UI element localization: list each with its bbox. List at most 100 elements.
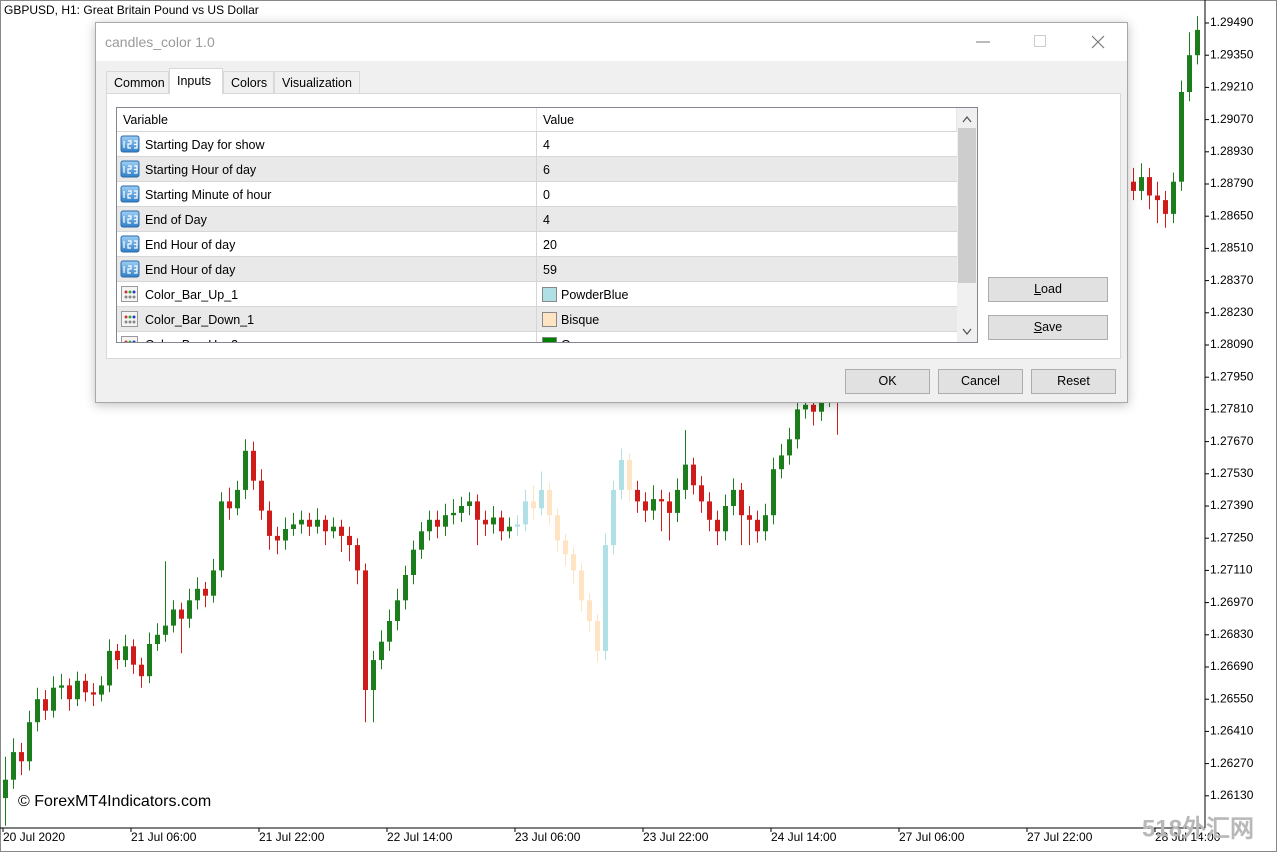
- variable-name: End Hour of day: [145, 263, 236, 277]
- inputs-table: Variable Value Starting Day for show 4 Sta…: [116, 107, 978, 343]
- candle-body: [515, 524, 520, 527]
- column-header[interactable]: Variable: [117, 108, 537, 131]
- tab[interactable]: Common: [106, 71, 169, 93]
- row[interactable]: Color_Bar_Down_1 Bisque: [117, 306, 957, 332]
- candle-body: [571, 554, 576, 571]
- y-tick-label: 1.29490: [1210, 15, 1254, 29]
- y-tick-label: 1.28090: [1210, 337, 1254, 351]
- x-tick-label: 20 Jul 2020: [3, 830, 65, 844]
- y-tick-label: 1.27390: [1210, 498, 1254, 512]
- candle-body: [1187, 55, 1192, 92]
- cancel-button[interactable]: Cancel: [938, 369, 1023, 394]
- cell-divider: [536, 282, 537, 307]
- row[interactable]: Starting Hour of day 6: [117, 156, 957, 182]
- tab[interactable]: Inputs: [169, 68, 223, 94]
- candle-body: [187, 600, 192, 619]
- y-tick-label: 1.26410: [1210, 724, 1254, 738]
- y-tick-label: 1.27810: [1210, 402, 1254, 416]
- candle-body: [547, 489, 552, 516]
- maximize[interactable]: [1034, 35, 1046, 47]
- column-header[interactable]: Value: [537, 108, 957, 131]
- candle-body: [467, 501, 472, 506]
- candle-body: [35, 699, 40, 723]
- y-tick-label: 1.28230: [1210, 305, 1254, 319]
- candle-body: [603, 545, 608, 651]
- row[interactable]: End of Day 4: [117, 206, 957, 232]
- y-tick-label: 1.28790: [1210, 176, 1254, 190]
- site-mark: 518外汇网: [1142, 814, 1254, 842]
- candle-body: [1195, 29, 1200, 56]
- candle-body: [1163, 200, 1168, 214]
- candle-body: [443, 515, 448, 527]
- color-swatch: [542, 312, 557, 327]
- tab[interactable]: Visualization: [274, 71, 360, 93]
- reset-button[interactable]: Reset: [1031, 369, 1116, 394]
- load-button[interactable]: Load: [988, 277, 1108, 302]
- scroll-up[interactable]: [962, 115, 972, 123]
- candle-body: [43, 699, 48, 711]
- candle-body: [19, 752, 24, 762]
- row[interactable]: Color_Bar_Up_2 Green: [117, 331, 957, 342]
- candle-body: [235, 489, 240, 509]
- title-bar: [96, 23, 1127, 61]
- y-tick-label: 1.28930: [1210, 144, 1254, 158]
- candle-body: [1131, 181, 1136, 191]
- candle-body: [803, 404, 808, 410]
- y-tick-label: 1.26130: [1210, 788, 1254, 802]
- row[interactable]: End Hour of day 59: [117, 256, 957, 282]
- candle-body: [731, 489, 736, 506]
- candle-body: [67, 685, 72, 700]
- candle-body: [379, 641, 384, 661]
- row[interactable]: Color_Bar_Up_1 PowderBlue: [117, 281, 957, 307]
- color-icon: [121, 336, 138, 342]
- x-tick-label: 22 Jul 14:00: [387, 830, 453, 844]
- y-tick-label: 1.26550: [1210, 691, 1254, 705]
- candle-body: [3, 779, 8, 799]
- candle-body: [115, 650, 120, 661]
- y-tick-label: 1.27110: [1210, 563, 1253, 577]
- cell-divider: [536, 132, 537, 157]
- candle-body: [267, 510, 272, 536]
- candle-body: [595, 621, 600, 651]
- cell-divider: [536, 232, 537, 257]
- candle-body: [1155, 195, 1160, 201]
- watermark: © ForexMT4Indicators.com: [18, 793, 211, 810]
- row[interactable]: Starting Minute of hour 0: [117, 181, 957, 207]
- candle-body: [171, 609, 176, 626]
- candle-body: [315, 519, 320, 527]
- save-button[interactable]: Save: [988, 315, 1108, 340]
- candle-body: [27, 722, 32, 762]
- candle-body: [579, 570, 584, 601]
- variable-name: End of Day: [145, 213, 207, 227]
- scroll-down[interactable]: [962, 328, 972, 336]
- variable-name: Starting Minute of hour: [145, 188, 272, 202]
- tab[interactable]: Colors: [223, 71, 274, 93]
- cell-divider: [536, 307, 537, 332]
- variable-value: PowderBlue: [561, 288, 629, 302]
- scroll-thumb[interactable]: [958, 128, 976, 283]
- candle-body: [811, 404, 816, 412]
- row[interactable]: Starting Day for show 4: [117, 131, 957, 157]
- variable-value: Bisque: [561, 313, 600, 327]
- candle-body: [723, 506, 728, 532]
- ok-button[interactable]: OK: [845, 369, 930, 394]
- x-tick-label: 27 Jul 22:00: [1027, 830, 1093, 844]
- candle-body: [155, 634, 160, 644]
- x-tick-label: 24 Jul 14:00: [771, 830, 837, 844]
- candle-body: [403, 575, 408, 601]
- candle-body: [619, 460, 624, 490]
- candle-body: [147, 644, 152, 677]
- candle-body: [283, 529, 288, 541]
- variable-name: End Hour of day: [145, 238, 236, 252]
- chart-header: GBPUSD, H1: Great Britain Pound vs US Do…: [4, 3, 259, 17]
- candle-body: [347, 535, 352, 546]
- row[interactable]: End Hour of day 20: [117, 231, 957, 257]
- scrollbar[interactable]: [957, 108, 977, 342]
- color-icon: [121, 286, 138, 302]
- cell-divider: [536, 257, 537, 282]
- int-icon: [120, 235, 140, 253]
- variable-value: 0: [543, 188, 550, 202]
- candle-body: [763, 515, 768, 532]
- close[interactable]: [1091, 35, 1105, 49]
- y-tick-label: 1.29070: [1210, 112, 1254, 126]
